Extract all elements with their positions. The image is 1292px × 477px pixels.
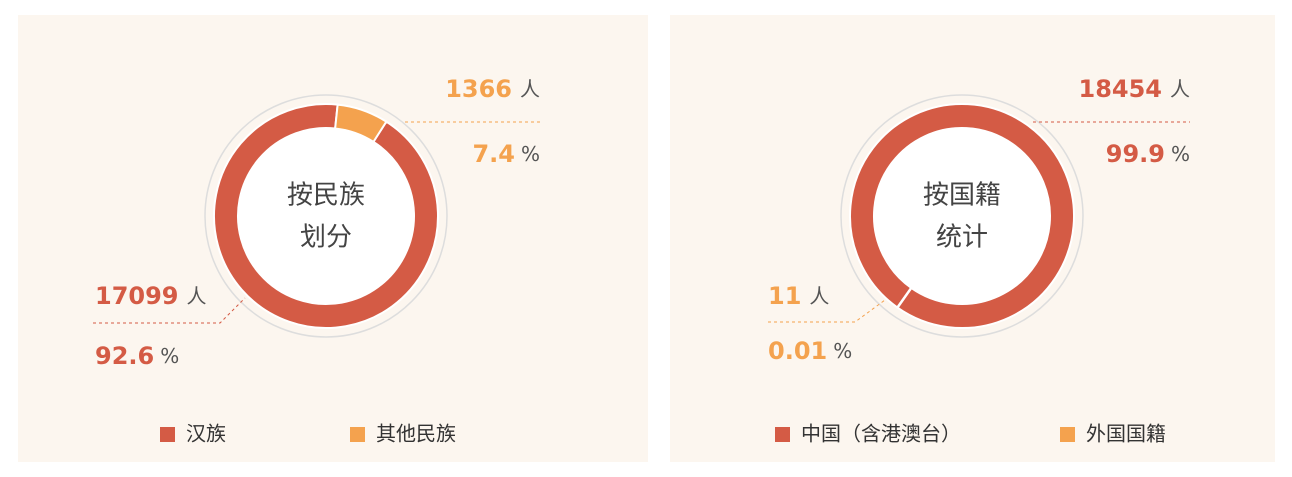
percent-unit: % (160, 344, 179, 368)
percent-unit: % (521, 142, 540, 166)
percent-value: 7.4 (472, 140, 515, 168)
count-value: 17099 (95, 282, 179, 310)
count-unit: 人 (809, 284, 829, 308)
percent-label: 99.9% (1106, 140, 1190, 168)
leader-line (93, 297, 246, 324)
count-unit: 人 (187, 284, 207, 308)
leader-line (768, 299, 886, 323)
legend-label: 其他民族 (376, 422, 456, 446)
donut-slice (849, 103, 1076, 329)
outer-ring (204, 94, 448, 338)
count-value: 1366 (445, 75, 512, 103)
donut-slice (334, 103, 388, 144)
center-title: 按民族 (287, 181, 365, 211)
legend-label: 外国国籍 (1086, 422, 1166, 446)
percent-label: 7.4% (472, 140, 540, 168)
center-title: 统计 (936, 223, 988, 253)
percent-value: 0.01 (768, 337, 827, 365)
legend-label: 中国（含港澳台） (801, 422, 961, 446)
legend-swatch (160, 427, 175, 442)
donut-slice (895, 286, 913, 310)
count-value: 11 (768, 282, 801, 310)
count-unit: 人 (520, 77, 540, 101)
count-label: 11 人 (768, 282, 829, 310)
legend-label: 汉族 (186, 422, 226, 446)
percent-label: 92.6% (95, 342, 179, 370)
count-unit: 人 (1170, 77, 1190, 101)
inner-disc (874, 128, 1050, 304)
percent-label: 0.01% (768, 337, 852, 365)
percent-value: 99.9 (1106, 140, 1165, 168)
legend-swatch (1060, 427, 1075, 442)
center-title: 划分 (300, 223, 352, 253)
percent-unit: % (1171, 142, 1190, 166)
count-label: 18454 人 (1079, 75, 1191, 103)
percent-unit: % (833, 339, 852, 363)
legend-swatch (775, 427, 790, 442)
count-value: 18454 (1079, 75, 1163, 103)
outer-ring (840, 94, 1084, 338)
count-label: 17099 人 (95, 282, 207, 310)
legend-swatch (350, 427, 365, 442)
inner-disc (238, 128, 414, 304)
donut-slice (213, 103, 439, 329)
count-label: 1366 人 (445, 75, 540, 103)
percent-value: 92.6 (95, 342, 154, 370)
center-title: 按国籍 (923, 181, 1001, 211)
